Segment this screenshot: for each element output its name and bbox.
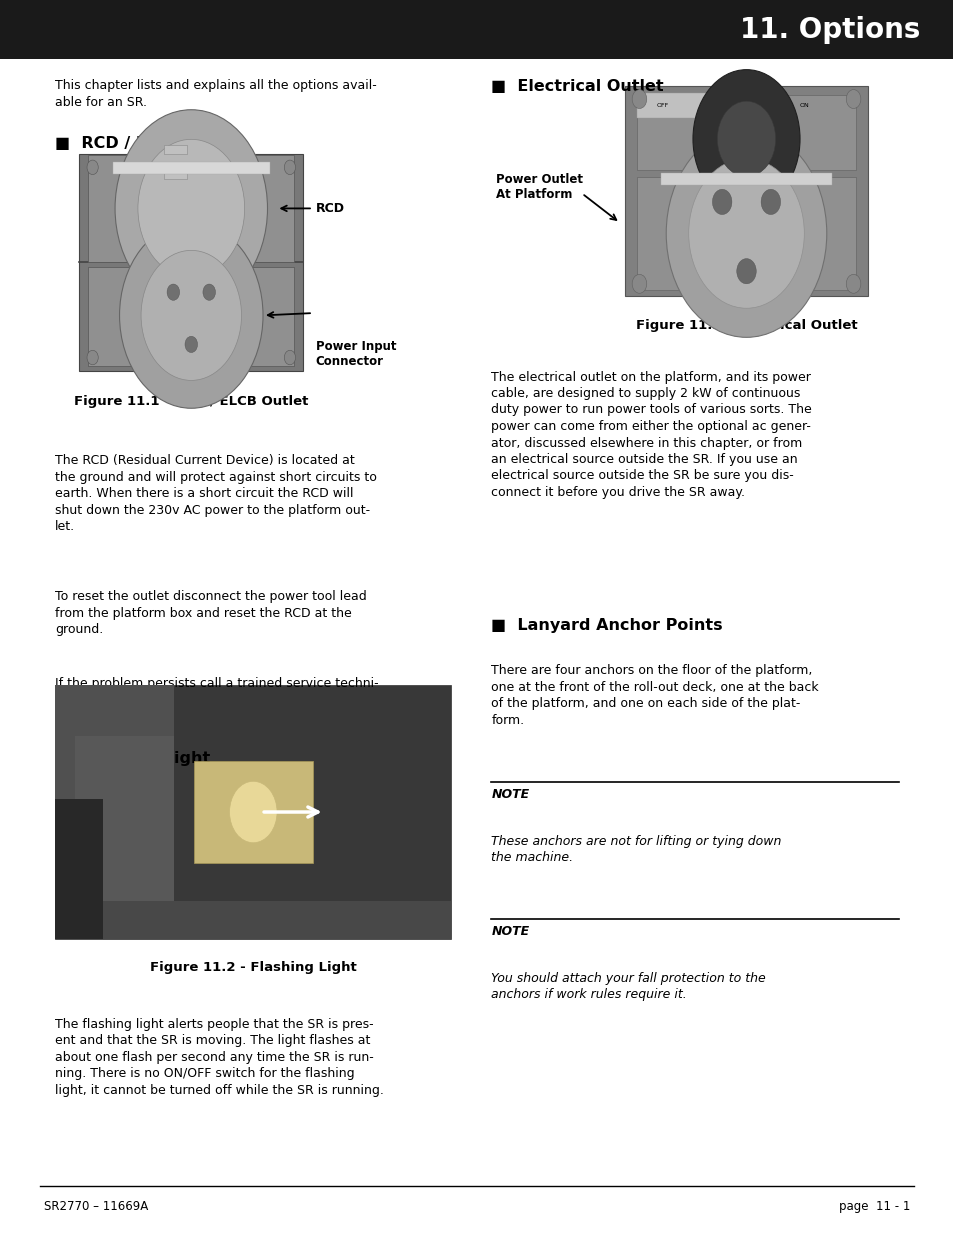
Text: The flashing light alerts people that the SR is pres-
ent and that the SR is mov: The flashing light alerts people that th…: [55, 1018, 384, 1097]
Text: ■  Lanyard Anchor Points: ■ Lanyard Anchor Points: [491, 618, 722, 632]
Text: The RCD (Residual Current Device) is located at
the ground and will protect agai: The RCD (Residual Current Device) is loc…: [55, 454, 376, 534]
Circle shape: [138, 140, 244, 278]
Text: ■  Flashing Light: ■ Flashing Light: [55, 751, 211, 766]
Text: NOTE: NOTE: [491, 925, 529, 939]
Circle shape: [632, 274, 646, 293]
Text: NOTE: NOTE: [491, 788, 529, 802]
Text: The electrical outlet on the platform, and its power
cable, are designed to supp: The electrical outlet on the platform, a…: [491, 370, 811, 499]
Text: SR2770 – 11669A: SR2770 – 11669A: [44, 1200, 148, 1214]
Circle shape: [87, 351, 98, 364]
Text: Figure 11.2 - Flashing Light: Figure 11.2 - Flashing Light: [150, 961, 356, 974]
Circle shape: [87, 161, 98, 174]
Text: Figure 11.1 - RCD / ELCB Outlet: Figure 11.1 - RCD / ELCB Outlet: [74, 395, 308, 409]
Text: 11. Options: 11. Options: [740, 16, 920, 43]
Text: Figure 11.3 - Electrical Outlet: Figure 11.3 - Electrical Outlet: [635, 319, 857, 332]
Circle shape: [688, 158, 803, 309]
Bar: [112, 162, 270, 174]
Bar: [75, 736, 173, 900]
Circle shape: [632, 90, 646, 109]
Text: OFF: OFF: [656, 103, 668, 107]
Text: This chapter lists and explains all the options avail-
able for an SR.: This chapter lists and explains all the …: [55, 79, 376, 109]
Bar: [88, 267, 294, 367]
Circle shape: [736, 258, 756, 284]
Bar: [164, 146, 187, 154]
Bar: [637, 95, 855, 170]
Bar: [55, 799, 103, 939]
Text: You should attach your fall protection to the
anchors if work rules require it.: You should attach your fall protection t…: [491, 972, 765, 1002]
Bar: [164, 170, 187, 179]
Text: ■  Electrical Outlet: ■ Electrical Outlet: [491, 79, 663, 94]
Text: To reset the outlet disconnect the power tool lead
from the platform box and res: To reset the outlet disconnect the power…: [55, 590, 367, 636]
Text: These anchors are not for lifting or tying down
the machine.: These anchors are not for lifting or tyi…: [491, 835, 781, 864]
Circle shape: [717, 101, 775, 177]
Bar: [624, 86, 867, 296]
Bar: [193, 761, 313, 863]
Circle shape: [115, 110, 267, 308]
Circle shape: [119, 222, 263, 409]
Circle shape: [230, 782, 276, 842]
Circle shape: [284, 351, 295, 364]
Bar: [55, 685, 451, 939]
Bar: [637, 93, 721, 117]
Circle shape: [845, 274, 860, 293]
Bar: [637, 177, 855, 290]
Text: page  11 - 1: page 11 - 1: [838, 1200, 909, 1214]
Circle shape: [141, 251, 241, 380]
Bar: [55, 900, 451, 939]
Bar: [660, 173, 831, 185]
Text: ON: ON: [800, 103, 809, 107]
Circle shape: [203, 284, 215, 300]
Text: ■  RCD / ELCB Outlet: ■ RCD / ELCB Outlet: [55, 136, 244, 151]
Bar: [0, 0, 953, 59]
Circle shape: [665, 130, 826, 337]
Bar: [79, 154, 303, 370]
Circle shape: [185, 336, 197, 352]
Text: There are four anchors on the floor of the platform,
one at the front of the rol: There are four anchors on the floor of t…: [491, 664, 818, 727]
Text: If the problem persists call a trained service techni-
cian.: If the problem persists call a trained s…: [55, 677, 378, 706]
Circle shape: [167, 284, 179, 300]
Circle shape: [284, 161, 295, 174]
Circle shape: [845, 90, 860, 109]
Bar: [88, 154, 294, 263]
Circle shape: [760, 189, 780, 215]
Bar: [55, 685, 173, 813]
Circle shape: [712, 189, 731, 215]
Text: Power Outlet
At Platform: Power Outlet At Platform: [496, 173, 582, 201]
Circle shape: [692, 69, 800, 209]
Text: RCD: RCD: [315, 201, 344, 215]
Text: Power Input
Connector: Power Input Connector: [315, 341, 395, 368]
